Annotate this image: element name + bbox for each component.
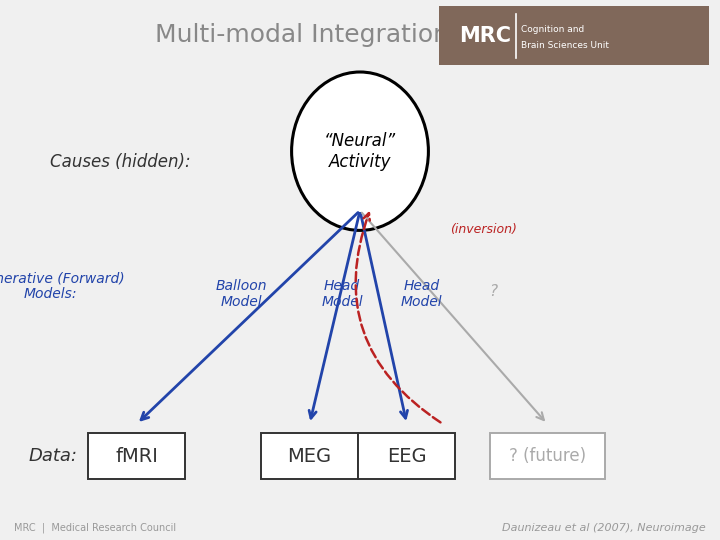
Text: Balloon
Model: Balloon Model	[215, 279, 267, 309]
Text: fMRI: fMRI	[115, 447, 158, 466]
Text: MRC: MRC	[459, 25, 511, 46]
Text: Causes (hidden):: Causes (hidden):	[50, 153, 191, 171]
FancyBboxPatch shape	[439, 6, 709, 65]
Text: (inversion): (inversion)	[450, 223, 517, 236]
Bar	[490, 433, 605, 480]
Text: Head
Model: Head Model	[321, 279, 363, 309]
Text: Daunizeau et al (2007), Neuroimage: Daunizeau et al (2007), Neuroimage	[502, 523, 706, 533]
Text: Head
Model: Head Model	[400, 279, 442, 309]
Text: MRC  |  Medical Research Council: MRC | Medical Research Council	[14, 523, 176, 534]
Text: MEG: MEG	[287, 447, 332, 466]
Text: Brain Sciences Unit: Brain Sciences Unit	[521, 41, 609, 50]
Bar	[89, 433, 186, 480]
Text: “Neural”
Activity: “Neural” Activity	[324, 132, 396, 171]
Bar	[261, 433, 359, 480]
Text: Data:: Data:	[29, 447, 78, 465]
Text: EEG: EEG	[387, 447, 427, 466]
Text: ? (future): ? (future)	[508, 447, 586, 465]
Bar	[358, 433, 455, 480]
Text: Multi-modal Integration: Multi-modal Integration	[156, 23, 449, 47]
Text: Generative (Forward)
Models:: Generative (Forward) Models:	[0, 271, 125, 301]
Text: Cognition and: Cognition and	[521, 25, 585, 34]
Ellipse shape	[292, 72, 428, 231]
Text: ?: ?	[489, 284, 498, 299]
